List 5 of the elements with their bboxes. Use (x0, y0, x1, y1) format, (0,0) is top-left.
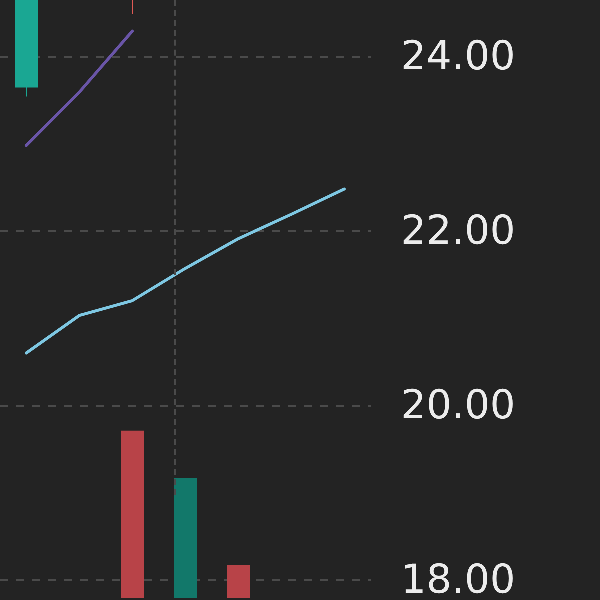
y-tick-label: 18.00 (401, 557, 516, 600)
y-tick-label: 22.00 (401, 208, 516, 254)
y-tick-label: 24.00 (401, 34, 516, 80)
line-series (25, 188, 346, 355)
y-tick-label: 20.00 (401, 382, 516, 429)
